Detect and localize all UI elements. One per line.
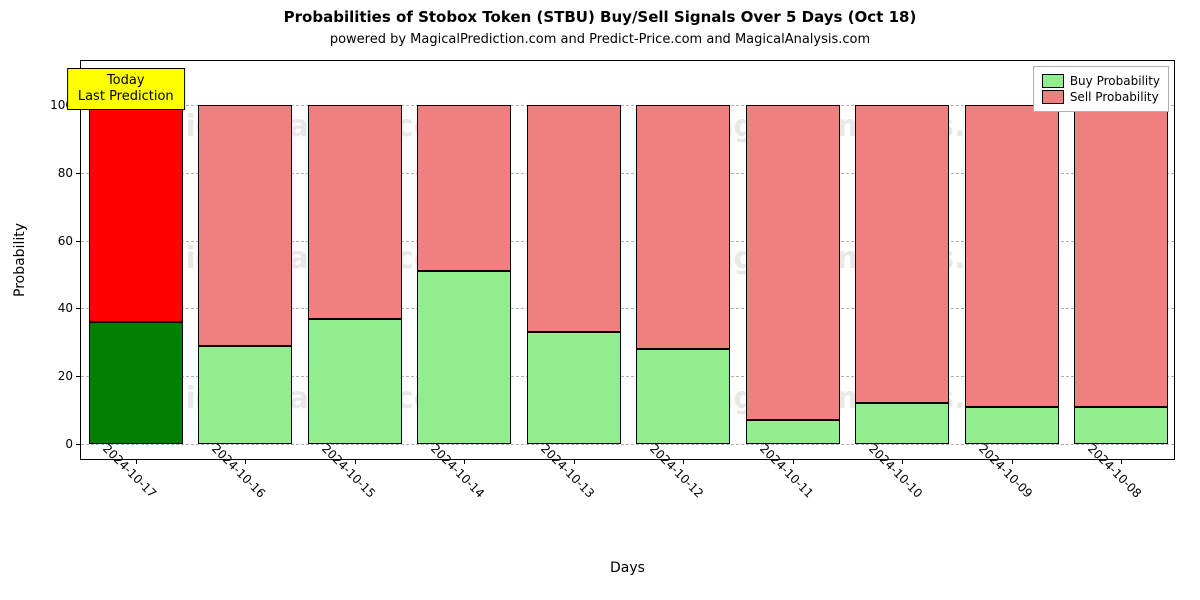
xtick-mark	[355, 459, 356, 464]
xtick-mark	[136, 459, 137, 464]
sell-bar	[198, 105, 292, 346]
buy-bar	[308, 319, 402, 444]
sell-bar	[527, 105, 621, 332]
ytick-label: 80	[58, 166, 73, 180]
ytick-mark	[76, 241, 81, 242]
buy-bar	[417, 271, 511, 444]
bar-group	[527, 61, 621, 461]
xtick-mark	[902, 459, 903, 464]
bar-group	[89, 61, 183, 461]
bar-group	[417, 61, 511, 461]
xtick-mark	[464, 459, 465, 464]
bar-group	[855, 61, 949, 461]
sell-bar	[89, 105, 183, 322]
plot-area: 020406080100MagicalAnalysis.comMagicalAn…	[80, 60, 1175, 460]
chart-subtitle: powered by MagicalPrediction.com and Pre…	[0, 32, 1200, 47]
annotation-line2: Last Prediction	[78, 89, 174, 105]
bar-group	[965, 61, 1059, 461]
ytick-mark	[76, 444, 81, 445]
legend-label: Buy Probability	[1070, 74, 1160, 88]
sell-bar	[965, 105, 1059, 407]
buy-bar	[855, 403, 949, 444]
bar-group	[198, 61, 292, 461]
xtick-mark	[245, 459, 246, 464]
xtick-mark	[683, 459, 684, 464]
buy-bar	[636, 349, 730, 444]
today-annotation: TodayLast Prediction	[67, 68, 185, 111]
sell-bar	[1074, 105, 1168, 407]
xtick-mark	[793, 459, 794, 464]
bar-group	[746, 61, 840, 461]
ytick-mark	[76, 173, 81, 174]
buy-bar	[527, 332, 621, 444]
ytick-mark	[76, 376, 81, 377]
buy-bar	[746, 420, 840, 444]
legend-swatch	[1042, 74, 1064, 88]
legend-swatch	[1042, 90, 1064, 104]
sell-bar	[855, 105, 949, 403]
xtick-mark	[574, 459, 575, 464]
sell-bar	[746, 105, 840, 420]
legend-item: Sell Probability	[1042, 89, 1160, 105]
bar-group	[308, 61, 402, 461]
bar-group	[636, 61, 730, 461]
chart-title: Probabilities of Stobox Token (STBU) Buy…	[0, 8, 1200, 26]
xtick-mark	[1121, 459, 1122, 464]
buy-bar	[198, 346, 292, 444]
buy-bar	[89, 322, 183, 444]
sell-bar	[308, 105, 402, 319]
buy-bar	[965, 407, 1059, 444]
legend: Buy Probability Sell Probability	[1033, 66, 1169, 112]
legend-label: Sell Probability	[1070, 90, 1159, 104]
ytick-label: 20	[58, 369, 73, 383]
sell-bar	[636, 105, 730, 349]
y-axis-label: Probability	[12, 223, 28, 297]
x-axis-label: Days	[610, 560, 645, 576]
ytick-label: 40	[58, 301, 73, 315]
ytick-mark	[76, 308, 81, 309]
buy-bar	[1074, 407, 1168, 444]
ytick-label: 0	[65, 437, 73, 451]
legend-item: Buy Probability	[1042, 73, 1160, 89]
annotation-line1: Today	[78, 73, 174, 89]
bar-group	[1074, 61, 1168, 461]
xtick-mark	[1012, 459, 1013, 464]
sell-bar	[417, 105, 511, 271]
ytick-label: 60	[58, 234, 73, 248]
